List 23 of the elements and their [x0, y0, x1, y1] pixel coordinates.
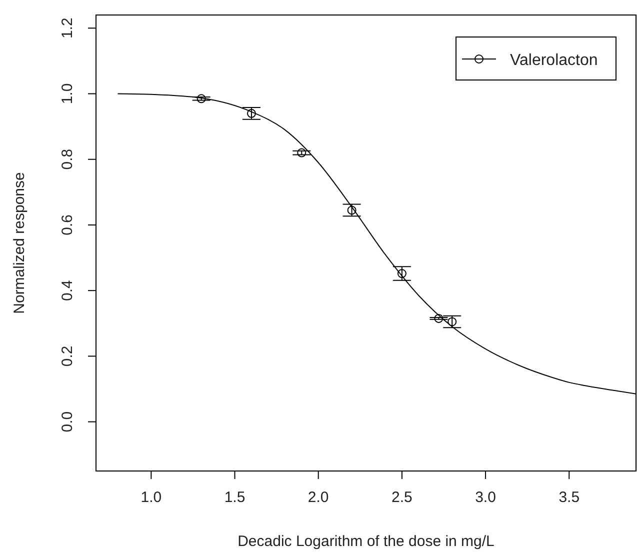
y-tick-label: 0.2	[59, 346, 76, 367]
point	[196, 94, 206, 104]
y-axis-title: Normalized response	[11, 172, 28, 314]
point	[448, 317, 457, 326]
x-axis-title: Decadic Logarithm of the dose in mg/L	[238, 533, 494, 550]
y-tick-label: 1.2	[59, 18, 76, 39]
x-tick-label: 2.5	[392, 489, 412, 506]
point	[434, 314, 444, 323]
x-tick-label: 2.0	[308, 489, 329, 506]
x-tick-label: 3.5	[558, 489, 580, 506]
y-tick-label: 0.6	[59, 214, 76, 236]
y-tick-label: 0.0	[59, 411, 76, 432]
y-tick-label: 0.4	[59, 280, 76, 301]
x-tick-label: 3.0	[475, 489, 496, 506]
point	[397, 269, 406, 278]
y-tick-label: 0.8	[59, 148, 76, 170]
point	[347, 206, 356, 215]
legend-label: Valerolacton	[510, 52, 598, 69]
point	[246, 108, 256, 118]
point	[297, 148, 306, 158]
x-tick-label: 1.0	[140, 489, 162, 506]
x-tick-label: 1.5	[224, 489, 246, 506]
y-tick-label: 1.0	[59, 83, 76, 104]
